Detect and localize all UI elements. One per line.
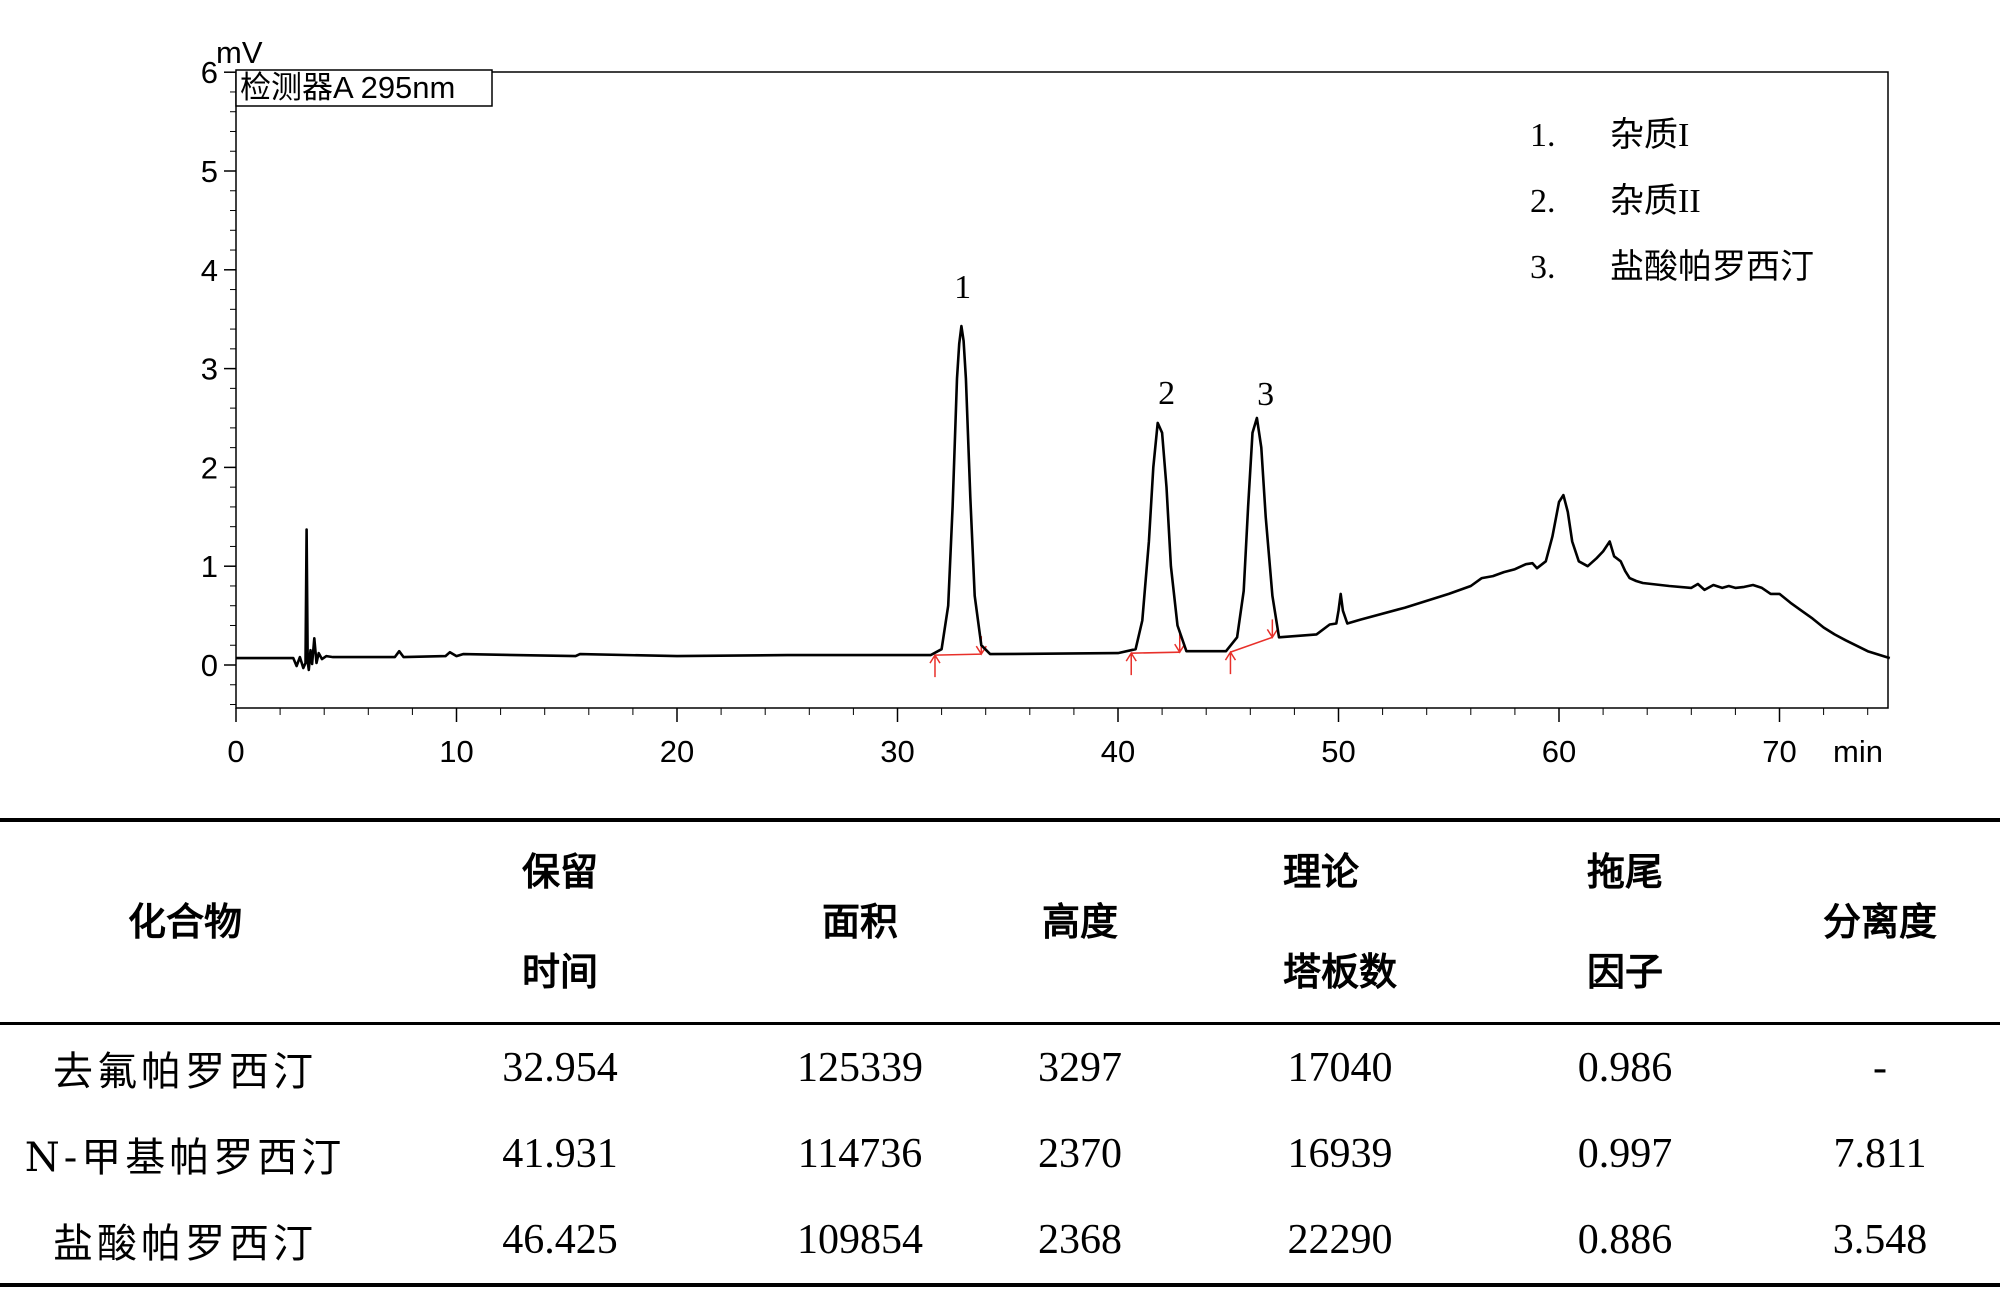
y-tick-label: 2 bbox=[201, 450, 218, 485]
table-cell: 0.997 bbox=[1577, 1131, 1673, 1177]
compound-name-cell: 盐酸帕罗西汀 bbox=[53, 1221, 317, 1267]
table-header-text: 分离度 bbox=[1823, 872, 1937, 972]
y-tick-label: 1 bbox=[201, 549, 218, 584]
table-header-line: 理论 bbox=[1282, 850, 1359, 894]
table-cell: 109854 bbox=[797, 1217, 923, 1263]
table-header-cell: 高度 bbox=[970, 820, 1190, 1024]
table-header-line: 塔板数 bbox=[1282, 950, 1397, 994]
table-header-line: 分离度 bbox=[1822, 900, 1937, 944]
table-header-cell: 面积 bbox=[750, 820, 970, 1024]
table-header-text: 高度 bbox=[1042, 872, 1118, 972]
table-header-cell: 保留 时间 bbox=[370, 820, 750, 1024]
table-header-line: 因子 bbox=[1586, 950, 1663, 994]
table-cell: - bbox=[1873, 1045, 1887, 1091]
peak-label: 3 bbox=[1257, 376, 1274, 413]
compound-name-cell: 去氟帕罗西汀 bbox=[53, 1049, 317, 1095]
table-cell: 16939 bbox=[1287, 1131, 1393, 1177]
x-tick-label: 70 bbox=[1762, 734, 1796, 769]
table-cell: 32.954 bbox=[502, 1045, 618, 1091]
table-row: 盐酸帕罗西汀 46.425 109854 2368 22290 0.886 3.548 bbox=[0, 1197, 2000, 1285]
table-header-text: 拖尾 因子 bbox=[1587, 822, 1663, 1022]
peak-start-marker bbox=[929, 653, 941, 678]
peak-end-marker bbox=[1266, 619, 1278, 639]
table-header-line: 保留 bbox=[521, 850, 598, 894]
x-tick-label: 20 bbox=[660, 734, 694, 769]
detector-label-box bbox=[235, 69, 493, 107]
peak-baseline bbox=[1131, 651, 1180, 654]
table-header-row: 化合物 保留时间 面积 高度 理论塔板数 拖尾因子 分离度 bbox=[0, 820, 2000, 1024]
detector-label: 检测器A 295nm bbox=[240, 70, 455, 105]
table-header-line: 化合物 bbox=[127, 900, 242, 944]
legend-number: 2. bbox=[1530, 183, 1556, 220]
table-cell: 46.425 bbox=[502, 1217, 618, 1263]
chromatogram-trace bbox=[236, 324, 1891, 672]
peak-baseline bbox=[1230, 636, 1273, 653]
compound-name-cell: N-甲基帕罗西汀 bbox=[24, 1135, 346, 1181]
results-table: 化合物 保留时间 面积 高度 理论塔板数 拖尾因子 分离度 去氟帕罗西汀 32.954 1253… bbox=[0, 818, 2000, 1287]
table-row: N-甲基帕罗西汀 41.931 114736 2370 16939 0.997 7.811 bbox=[0, 1111, 2000, 1197]
table-cell: 17040 bbox=[1287, 1045, 1393, 1091]
y-unit-label: mV bbox=[216, 35, 263, 70]
legend-number: 3. bbox=[1530, 249, 1556, 286]
table-header-line: 高度 bbox=[1041, 900, 1118, 944]
table-cell: 0.986 bbox=[1577, 1045, 1673, 1091]
x-tick-label: 0 bbox=[227, 734, 244, 769]
table-cell: 3297 bbox=[1038, 1045, 1122, 1091]
legend-entry: 盐酸帕罗西汀 bbox=[1610, 248, 1814, 286]
x-tick-label: 40 bbox=[1101, 734, 1135, 769]
table-cell: 2370 bbox=[1038, 1131, 1122, 1177]
y-tick-label: 3 bbox=[201, 352, 218, 387]
table-header-cell: 化合物 bbox=[0, 820, 370, 1024]
table-cell: 7.811 bbox=[1833, 1131, 1927, 1177]
table-header-line: 拖尾 bbox=[1586, 850, 1663, 894]
table-cell: 0.886 bbox=[1577, 1217, 1673, 1263]
peak-baseline bbox=[934, 653, 982, 656]
table-cell: 125339 bbox=[797, 1045, 923, 1091]
table-header-text: 面积 bbox=[822, 872, 898, 972]
peak-start-marker bbox=[1125, 651, 1137, 676]
legend-number: 1. bbox=[1530, 117, 1556, 154]
x-tick-label: 50 bbox=[1321, 734, 1355, 769]
table-header-cell: 拖尾 因子 bbox=[1490, 820, 1760, 1024]
table-cell: 22290 bbox=[1287, 1217, 1393, 1263]
x-tick-label: 60 bbox=[1542, 734, 1576, 769]
x-unit-label: min bbox=[1833, 734, 1883, 769]
table-cell: 114736 bbox=[797, 1131, 923, 1177]
table-cell: 3.548 bbox=[1832, 1217, 1928, 1263]
table-header-cell: 理论 塔板数 bbox=[1190, 820, 1490, 1024]
y-tick-label: 4 bbox=[201, 253, 218, 288]
table-header-line: 面积 bbox=[821, 900, 898, 944]
y-tick-label: 5 bbox=[201, 154, 218, 189]
table-header-text: 保留 时间 bbox=[522, 822, 598, 1022]
table-header-cell: 分离度 bbox=[1760, 820, 2000, 1024]
peak-label: 2 bbox=[1158, 375, 1175, 412]
legend: 1. 杂质I 2. 杂质II 3. 盐酸帕罗西汀 bbox=[1530, 117, 1814, 286]
peak-start-marker bbox=[1224, 650, 1237, 675]
table-header-text: 理论 塔板数 bbox=[1283, 822, 1397, 1022]
legend-entry: 杂质II bbox=[1610, 183, 1701, 220]
table-cell: 2368 bbox=[1038, 1217, 1122, 1263]
y-tick-label: 6 bbox=[201, 55, 218, 90]
legend-entry: 杂质I bbox=[1610, 117, 1689, 154]
peak-label: 1 bbox=[954, 269, 971, 306]
table-header-line: 时间 bbox=[521, 950, 598, 994]
x-tick-label: 10 bbox=[439, 734, 473, 769]
x-tick-label: 30 bbox=[880, 734, 914, 769]
y-tick-label: 0 bbox=[201, 648, 218, 683]
table-row: 去氟帕罗西汀 32.954 125339 3297 17040 0.986 - bbox=[0, 1024, 2000, 1112]
table-header-text: 化合物 bbox=[128, 872, 242, 972]
table-cell: 41.931 bbox=[502, 1131, 618, 1177]
peak-end-marker bbox=[1174, 634, 1186, 654]
plot-frame bbox=[235, 71, 1889, 709]
